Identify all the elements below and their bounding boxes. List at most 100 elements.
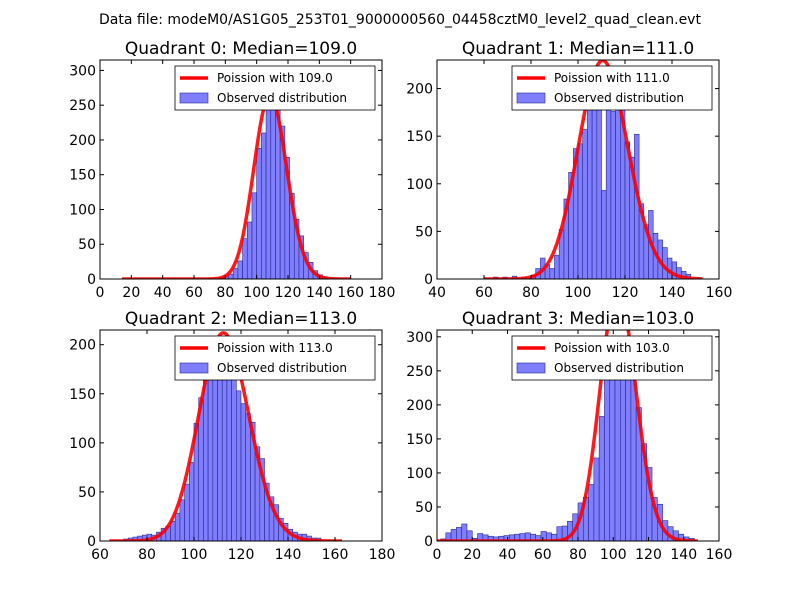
legend-label-observed: Observed distribution: [217, 361, 347, 375]
histogram-bar: [251, 192, 257, 279]
histogram-bar: [596, 103, 602, 279]
histogram-bar: [246, 221, 253, 279]
histogram-bar: [456, 527, 462, 541]
plot-area: [108, 331, 343, 541]
x-tick-label: 40: [154, 285, 172, 301]
y-tick-label: 50: [415, 224, 433, 240]
x-tick-label: 0: [433, 547, 442, 563]
x-tick-label: 140: [306, 285, 333, 301]
histogram-bar: [624, 141, 630, 279]
plot-area: [120, 70, 352, 279]
y-tick-label: 300: [406, 330, 433, 346]
legend-label-poisson: Poission with 111.0: [554, 71, 670, 85]
y-tick-label: 200: [69, 338, 96, 354]
x-tick-label: 60: [91, 547, 109, 563]
legend-bar-swatch: [179, 92, 209, 104]
x-tick-label: 180: [369, 285, 396, 301]
poisson-curve: [108, 331, 343, 541]
histogram-bar: [466, 530, 473, 541]
histogram-bar: [207, 373, 214, 541]
histogram-bar: [261, 132, 267, 279]
y-tick-label: 0: [424, 534, 433, 550]
figure-suptitle: Data file: modeM0/AS1G05_253T01_90000005…: [99, 12, 701, 28]
x-tick-label: 120: [612, 285, 639, 301]
x-tick-label: 20: [122, 285, 140, 301]
plot-area: [437, 330, 699, 541]
y-tick-label: 0: [87, 534, 96, 550]
legend-label-observed: Observed distribution: [554, 361, 684, 375]
histogram-bar: [231, 362, 237, 541]
histogram-bar: [587, 101, 593, 279]
y-tick-label: 100: [69, 436, 96, 452]
panel-1: 40 60 80 100 120 140 160 0 50 100 150 200 Quadrant 1…: [406, 39, 732, 301]
panel-title: Quadrant 3: Median=103.0: [462, 309, 694, 329]
y-tick-label: 150: [406, 432, 433, 448]
y-tick-label: 100: [406, 466, 433, 482]
histogram-bar: [189, 462, 195, 541]
histogram-bar: [256, 147, 262, 279]
x-tick-label: 100: [243, 285, 270, 301]
x-tick-label: 40: [499, 547, 517, 563]
x-tick-label: 100: [600, 547, 627, 563]
x-tick-label: 120: [635, 547, 662, 563]
histogram-bar: [591, 97, 598, 279]
x-tick-label: 120: [275, 285, 302, 301]
x-tick-label: 160: [706, 285, 733, 301]
x-tick-label: 20: [463, 547, 481, 563]
y-tick-label: 200: [406, 398, 433, 414]
x-tick-label: 80: [138, 547, 156, 563]
x-tick-label: 160: [337, 285, 364, 301]
y-tick-label: 200: [406, 82, 433, 98]
x-tick-label: 80: [216, 285, 234, 301]
histogram-bar: [593, 457, 600, 541]
histogram-bar: [549, 268, 555, 279]
histogram-bar: [245, 413, 251, 541]
histogram-bar: [554, 254, 560, 279]
panel-title: Quadrant 1: Median=111.0: [462, 39, 694, 59]
legend: Poission with 113.0 Observed distribution: [174, 335, 376, 381]
y-tick-label: 250: [406, 364, 433, 380]
x-tick-label: 160: [706, 547, 733, 563]
x-tick-label: 100: [181, 547, 208, 563]
histogram-bar: [615, 90, 621, 279]
x-tick-label: 120: [228, 547, 255, 563]
histogram-bar: [577, 143, 583, 279]
histogram-bar: [203, 371, 209, 541]
histogram-bar: [174, 513, 181, 541]
y-tick-label: 100: [406, 177, 433, 193]
histogram-bar: [240, 403, 246, 541]
panel-title: Quadrant 2: Median=113.0: [125, 309, 357, 329]
y-tick-label: 50: [415, 500, 433, 516]
panel-0: 0 20 40 60 80 100 120 140 160 180 0 50 100 150 200 250 3…: [69, 39, 395, 301]
panel-2: 60 80 100 120 140 160 180 0 50 100 150 200 Quadrant …: [69, 309, 395, 563]
axes-frame: [99, 59, 383, 280]
legend: Poission with 103.0 Observed distribution: [511, 335, 713, 381]
legend: Poission with 109.0 Observed distribution: [174, 65, 376, 111]
x-tick-label: 0: [96, 285, 105, 301]
legend-bar-swatch: [516, 362, 546, 374]
y-tick-label: 150: [406, 129, 433, 145]
y-tick-label: 0: [424, 272, 433, 288]
histogram-bar: [179, 499, 185, 541]
legend: Poission with 111.0 Observed distribution: [511, 65, 713, 111]
y-tick-label: 0: [87, 272, 96, 288]
legend-label-observed: Observed distribution: [554, 91, 684, 105]
histogram-bar: [609, 360, 616, 541]
histogram-bar: [265, 87, 272, 279]
legend-label-observed: Observed distribution: [217, 91, 347, 105]
histogram-bar: [634, 133, 640, 279]
legend-label-poisson: Poission with 109.0: [217, 71, 333, 85]
x-tick-label: 140: [275, 547, 302, 563]
histogram-bar: [232, 268, 239, 279]
histogram-bar: [582, 129, 588, 279]
legend-label-poisson: Poission with 103.0: [554, 341, 670, 355]
y-tick-label: 50: [78, 485, 96, 501]
x-tick-label: 60: [475, 285, 493, 301]
histogram-bar: [604, 376, 611, 541]
x-tick-label: 80: [569, 547, 587, 563]
y-tick-label: 300: [69, 63, 96, 79]
panel-title: Quadrant 0: Median=109.0: [125, 39, 357, 59]
x-tick-label: 100: [565, 285, 592, 301]
y-tick-label: 150: [69, 168, 96, 184]
histogram-bar: [236, 390, 242, 541]
